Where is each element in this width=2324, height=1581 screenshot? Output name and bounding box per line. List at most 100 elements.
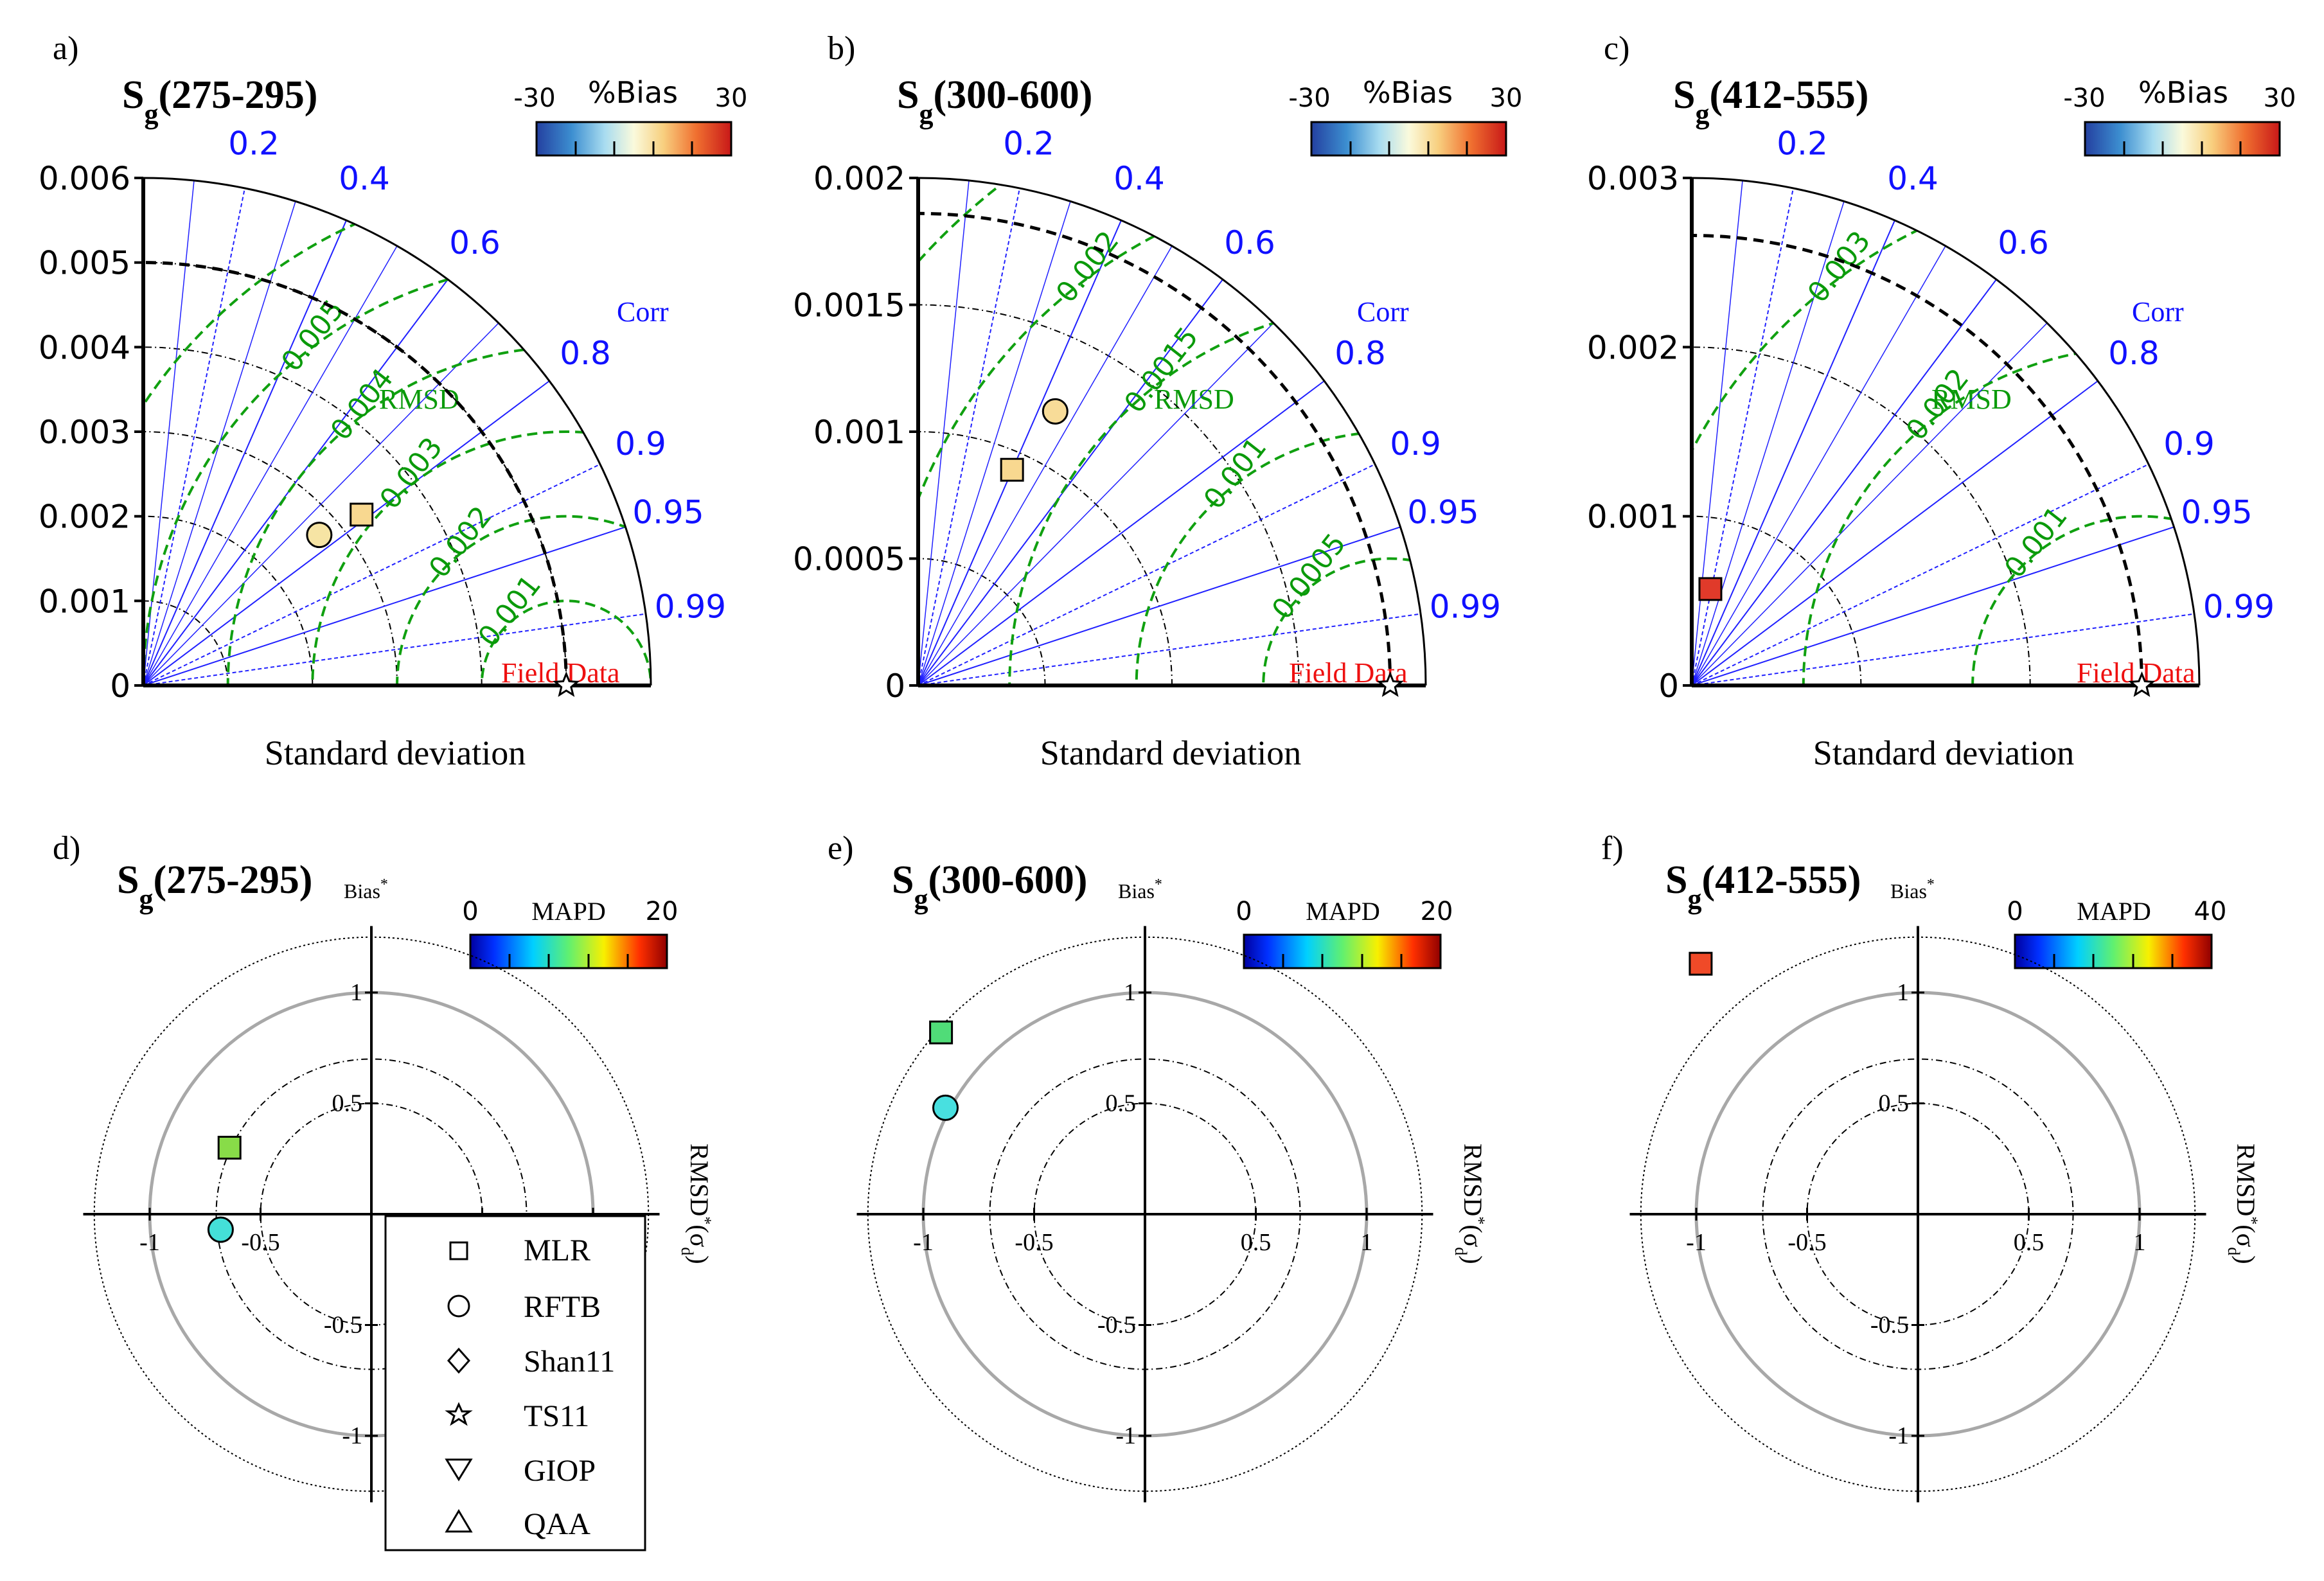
target-panel-e: e) Sg(300-600) Bias* MAPD 0 20 RMSD*(σd)… xyxy=(828,830,1488,1503)
outer-arc xyxy=(143,177,652,686)
colorbar-label: %Bias xyxy=(588,75,678,110)
y-tick-label: 0.002 xyxy=(39,499,130,536)
y-axis-label: Bias* xyxy=(344,876,388,903)
colorbar-min: 0 xyxy=(462,897,478,926)
legend-item-ts11: TS11 xyxy=(445,1399,589,1433)
legend-item-mlr: MLR xyxy=(449,1233,590,1267)
std-arc xyxy=(918,431,1173,686)
colorbar-bar xyxy=(2084,121,2281,157)
corr-tick-label: 0.6 xyxy=(449,224,501,261)
data-point-mlr xyxy=(217,1136,242,1160)
corr-tick-label: 0.8 xyxy=(560,335,611,372)
target-marks: -1 -0.5 0.5 1 1 0.5 -0.5 -1 xyxy=(1629,926,2206,1503)
target-marks: -1 -0.5 0.5 1 1 0.5 -0.5 -1 xyxy=(856,926,1433,1503)
y-tick-label: 0.003 xyxy=(1587,160,1679,197)
corr-ray xyxy=(918,463,1376,686)
legend-box xyxy=(384,1215,646,1551)
colorbar-label: MAPD xyxy=(531,897,606,926)
corr-tick-label: 0.99 xyxy=(1430,588,1501,626)
colorbar: %Bias -30 30 xyxy=(1288,75,1522,157)
std-arc xyxy=(143,346,483,686)
rmsd-label: RMSD xyxy=(379,384,459,415)
panel-letter: e) xyxy=(828,830,853,867)
y-tick-label: 0.004 xyxy=(39,329,130,366)
rmsd-tick-label: 0.0005 xyxy=(1266,527,1353,626)
y-tick-label: 0.002 xyxy=(1587,329,1679,366)
y-tick-label: 0.5 xyxy=(1879,1090,1910,1117)
panel-letter: b) xyxy=(828,30,855,67)
colorbar-max: 20 xyxy=(646,897,679,926)
y-tick-label: -0.5 xyxy=(1097,1312,1136,1339)
corr-minor-ray xyxy=(918,322,1274,686)
ref-std-arc xyxy=(1691,234,2143,686)
colorbar-bar xyxy=(1310,121,1507,157)
colorbar-ticks xyxy=(574,141,693,155)
x-tick-label: 0.5 xyxy=(1241,1229,1272,1256)
corr-ray xyxy=(1691,613,2195,686)
corr-ray xyxy=(1691,526,2174,686)
colorbar-min: -30 xyxy=(513,84,555,113)
y-tick-label: -1 xyxy=(1888,1422,1909,1449)
corr-tick-label: 0.4 xyxy=(1113,160,1165,197)
corr-ray xyxy=(143,613,646,686)
panel-title: Sg(275-295) xyxy=(117,858,312,915)
y-tick-label: 1 xyxy=(1897,979,1909,1006)
corr-ray xyxy=(918,220,1122,686)
y-tick-label: 0 xyxy=(1658,667,1679,705)
corr-minor-ray xyxy=(1691,180,1743,686)
std-arc xyxy=(143,600,229,686)
corr-minor-ray xyxy=(1691,245,1946,686)
corr-ray xyxy=(1691,279,1997,686)
legend-label: MLR xyxy=(524,1233,590,1267)
data-point-mlr xyxy=(350,502,374,527)
legend-item-rftb: RFTB xyxy=(447,1290,601,1324)
corr-minor-ray xyxy=(143,201,296,686)
std-arc xyxy=(1691,515,1862,686)
corr-tick-label: 0.8 xyxy=(1335,335,1386,372)
data-point-mlr xyxy=(929,1020,954,1045)
colorbar-label: MAPD xyxy=(2077,897,2151,926)
std-arc xyxy=(1691,346,2031,686)
y-tick-label: 1 xyxy=(350,979,362,1006)
corr-minor-ray xyxy=(918,201,1071,686)
colorbar-bar xyxy=(1243,933,1442,969)
x-tick-label: 1 xyxy=(1361,1229,1373,1256)
colorbar-bar xyxy=(2014,933,2213,969)
y-tick-label: 0.0005 xyxy=(793,541,905,578)
corr-tick-label: 0.95 xyxy=(632,493,704,531)
corr-ray xyxy=(143,463,601,686)
colorbar-ticks xyxy=(508,954,629,968)
corr-tick-label: 0.95 xyxy=(2181,493,2252,531)
corr-ray xyxy=(143,220,347,686)
data-point-mlr xyxy=(1698,577,1723,601)
outer-arc xyxy=(1691,177,2201,686)
data-point-rftb xyxy=(207,1216,234,1243)
panel-title: Sg(412-555) xyxy=(1665,858,1861,915)
corr-ray xyxy=(918,613,1421,686)
diamond-icon xyxy=(447,1347,471,1374)
x-tick-label: 1 xyxy=(2134,1229,2146,1256)
panel-letter: a) xyxy=(53,30,78,67)
rmsd-tick-label: 0.001 xyxy=(1198,431,1273,515)
corr-tick-label: 0.95 xyxy=(1407,493,1478,531)
std-arc xyxy=(143,515,314,686)
legend-label: Shan11 xyxy=(524,1345,615,1379)
corr-ray xyxy=(918,279,1223,686)
corr-tick-label: 0.9 xyxy=(615,425,666,463)
y-tick-label: 0 xyxy=(110,667,130,705)
y-tick-label: 0.0015 xyxy=(793,287,905,324)
data-point-rftb xyxy=(932,1094,959,1121)
panel-title: Sg(275-295) xyxy=(122,73,317,130)
corr-ray xyxy=(918,380,1325,686)
corr-tick-label: 0.8 xyxy=(2108,335,2160,372)
y-tick-label: 0.001 xyxy=(39,583,130,620)
corr-label: Corr xyxy=(617,296,669,328)
colorbar-bar xyxy=(535,121,732,157)
corr-ray xyxy=(143,188,245,686)
x-axis-label: Standard deviation xyxy=(1040,734,1301,772)
corr-ray xyxy=(918,188,1020,686)
y-tick-label: 0 xyxy=(885,667,905,705)
colorbar: %Bias -30 30 xyxy=(513,75,747,157)
reference-star xyxy=(1376,671,1404,697)
corr-tick-label: 0.99 xyxy=(655,588,726,626)
